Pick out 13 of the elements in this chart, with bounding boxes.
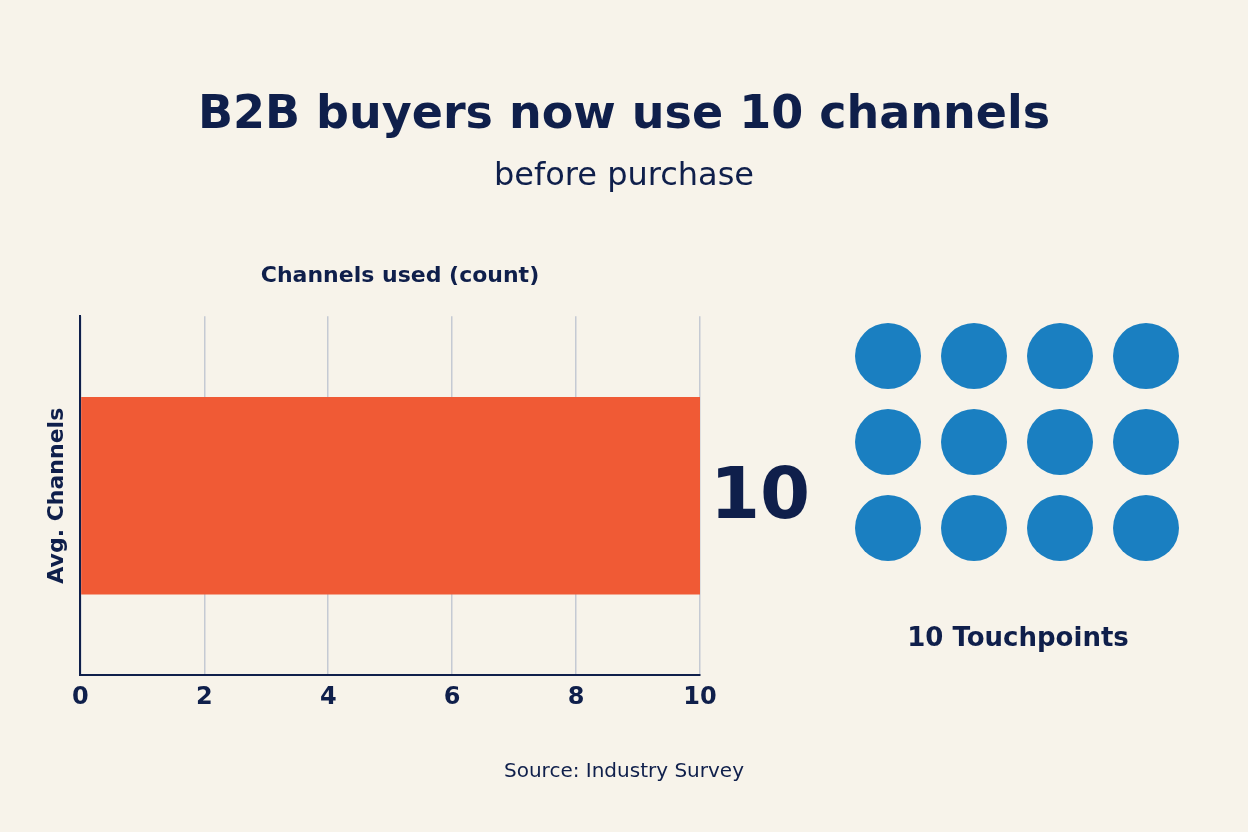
x-tick-label: 0 <box>72 681 89 710</box>
chart-subtitle: before purchase <box>492 155 755 193</box>
x-tick-label: 6 <box>443 681 461 710</box>
y-axis-title: Avg. Channels <box>42 407 68 584</box>
x-tick-label: 2 <box>195 681 213 710</box>
x-tick-label: 4 <box>319 681 337 710</box>
source-note: Source: Industry Survey <box>503 758 745 782</box>
data-label: 10 <box>710 451 811 536</box>
text: 10 Touchpoints <box>906 622 1130 652</box>
chart-title: B2B buyers now use 10 channels <box>196 85 1052 139</box>
x-tick-label: 10 <box>683 681 717 710</box>
x-axis-title: Channels used (count) <box>259 262 541 287</box>
x-tick-label: 8 <box>567 681 585 710</box>
